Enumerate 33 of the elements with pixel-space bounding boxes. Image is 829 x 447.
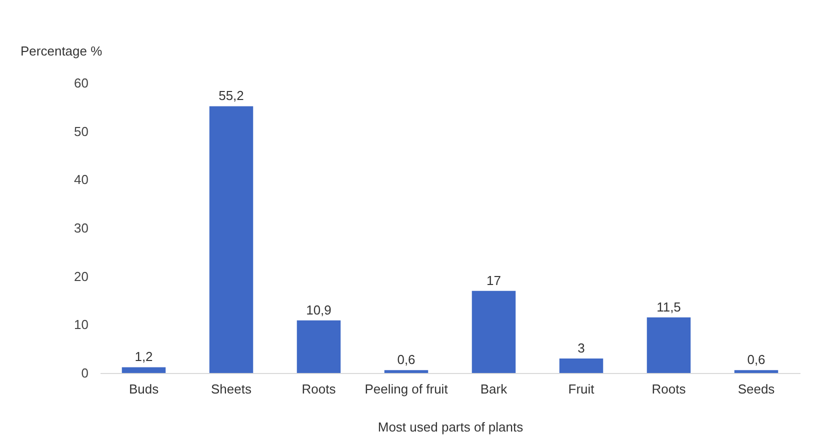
x-tick-label: Peeling of fruit	[364, 382, 448, 396]
x-axis-title: Most used parts of plants	[378, 420, 524, 434]
y-tick-label: 30	[74, 220, 88, 236]
x-tick-label: Roots	[302, 382, 336, 396]
bar	[734, 370, 778, 373]
data-label: 17	[486, 272, 501, 288]
bar	[472, 290, 516, 373]
y-tick-label: 10	[74, 317, 88, 332]
data-label: 1,2	[134, 349, 153, 364]
y-tick-label: 0	[81, 366, 88, 380]
y-tick-label: 40	[74, 172, 88, 188]
y-axis-title: Percentage %	[20, 44, 103, 58]
data-label: 0,6	[747, 352, 766, 368]
bar	[122, 367, 166, 373]
data-label: 3	[578, 340, 585, 356]
x-tick-label: Fruit	[568, 382, 595, 396]
bar	[209, 106, 254, 373]
data-label: 10,9	[306, 302, 332, 318]
x-tick-label: Bark	[480, 382, 508, 396]
x-tick-label: Roots	[652, 382, 686, 396]
y-tick-label: 60	[74, 76, 88, 90]
y-tick-label: 50	[74, 124, 88, 139]
y-tick-label: 20	[74, 268, 88, 284]
x-tick-label: Seeds	[738, 382, 776, 396]
data-label: 55,2	[218, 88, 244, 104]
data-label: 11,5	[656, 299, 681, 314]
x-tick-label: Sheets	[211, 382, 252, 396]
bar	[559, 358, 604, 373]
data-label: 0,6	[397, 352, 416, 368]
bar	[296, 320, 341, 373]
bar	[646, 317, 691, 373]
bar	[384, 370, 428, 373]
x-tick-label: Buds	[128, 382, 160, 396]
